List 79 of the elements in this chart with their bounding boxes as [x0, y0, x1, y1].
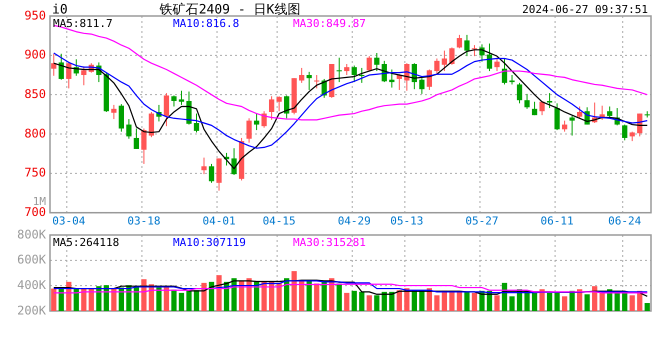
- candlestick: [607, 106, 612, 119]
- y-tick-label: 900: [24, 48, 46, 62]
- line-series: [53, 52, 648, 149]
- text: MA30:849.87: [293, 17, 366, 30]
- candlestick: [51, 53, 56, 76]
- candlestick: [622, 124, 628, 141]
- annotation: 2024-06-27 09:37:51: [522, 3, 648, 16]
- candlestick: [268, 96, 274, 120]
- y-tick-label: 850: [24, 86, 46, 101]
- candlestick: [419, 78, 424, 94]
- candlestick: [532, 101, 538, 116]
- candlestick: [464, 34, 470, 57]
- candlestick: [516, 82, 522, 104]
- text: MA30:315281: [293, 236, 366, 250]
- candlestick: [554, 102, 560, 131]
- candlestick: [336, 57, 342, 83]
- y-tick-label: 200K: [17, 303, 47, 318]
- annotation: i0: [52, 2, 68, 18]
- candlestick: [524, 93, 530, 110]
- candlestick: [284, 94, 290, 119]
- candlestick: [118, 104, 124, 132]
- x-tick-label: 06-11: [540, 214, 574, 228]
- text: MA5:264118: [53, 236, 120, 250]
- candlestick: [494, 57, 500, 72]
- text: MA5:811.7: [53, 17, 113, 30]
- candlestick: [141, 128, 147, 164]
- candlestick: [178, 90, 184, 106]
- candlestick: [126, 118, 132, 140]
- candlestick: [299, 67, 304, 84]
- candlestick: [366, 56, 372, 72]
- candlestick: [630, 131, 635, 142]
- y-tick-label: 950: [24, 8, 46, 22]
- candlestick: [344, 63, 350, 76]
- line-series: [53, 280, 648, 294]
- candlestick: [396, 74, 402, 90]
- candlestick: [134, 128, 140, 150]
- x-tick-label: 03-04: [52, 214, 86, 228]
- x-tick-label: 04-29: [338, 214, 371, 228]
- candlestick: [577, 106, 582, 119]
- text: MA10:816.8: [173, 17, 240, 30]
- candlestick: [58, 53, 64, 80]
- candlestick: [306, 71, 312, 90]
- y-tick-label: 800: [24, 126, 46, 140]
- candlestick: [352, 65, 357, 83]
- text: MA10:307119: [173, 236, 246, 250]
- candlestick: [276, 96, 282, 112]
- x-tick-label: 03-18: [127, 214, 160, 228]
- x-tick-label: 04-15: [262, 214, 296, 228]
- candlestick: [389, 69, 394, 88]
- candlestick: [434, 58, 440, 74]
- candlestick: [171, 94, 177, 107]
- y-tick-label: 600K: [17, 252, 47, 267]
- y-tick-label: 800K: [17, 227, 47, 242]
- y-tick-label: 400K: [17, 278, 47, 292]
- candlestick: [569, 115, 575, 136]
- candlestick: [562, 120, 568, 132]
- x-tick-label: 05-13: [390, 214, 424, 228]
- candlestick: [164, 92, 170, 127]
- candlestick: [509, 74, 515, 85]
- candlestick: [66, 61, 72, 89]
- candlestick: [359, 67, 364, 84]
- candlestick: [208, 163, 214, 184]
- candlestick: [314, 74, 320, 89]
- x-tick-label: 04-01: [202, 214, 236, 228]
- candlestick: [637, 113, 642, 137]
- candlestick: [442, 50, 448, 72]
- candlestick: [81, 66, 86, 86]
- candlestick: [254, 113, 260, 131]
- candlestick: [546, 92, 552, 109]
- chart-title: 铁矿石2409 - 日K线图: [158, 2, 300, 18]
- x-tick-label: 05-27: [465, 214, 499, 228]
- candlestick: [246, 118, 252, 144]
- candlestick: [194, 113, 200, 133]
- candlestick: [374, 52, 380, 72]
- x-tick-label: 06-24: [608, 214, 642, 228]
- y-tick-label: 750: [24, 166, 46, 180]
- candlestick: [456, 34, 462, 49]
- candlestick: [111, 104, 116, 120]
- line-series: [53, 284, 648, 294]
